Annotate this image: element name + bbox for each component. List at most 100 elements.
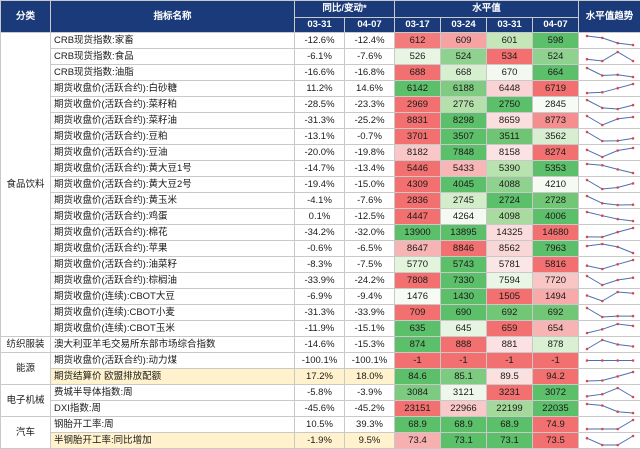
- indicator-name-cell: 期货收盘价(连续):CBOT玉米: [51, 321, 295, 337]
- level-cell: 3562: [533, 129, 579, 145]
- header-category[interactable]: 分类: [1, 1, 51, 33]
- level-cell: 22035: [533, 401, 579, 417]
- header-trend[interactable]: 水平值趋势: [579, 1, 640, 33]
- level-cell: 5770: [395, 257, 441, 273]
- level-cell: 1494: [533, 289, 579, 305]
- sparkline-path: [587, 292, 633, 301]
- sparkline-point: [616, 246, 619, 249]
- level-cell: 89.5: [487, 369, 533, 385]
- indicator-name-cell: DXI指数:周: [51, 401, 295, 417]
- sparkline-point: [632, 371, 635, 374]
- sparkline-point: [616, 87, 619, 90]
- yoy-cell: 18.0%: [345, 369, 395, 385]
- sparkline-point: [601, 328, 604, 331]
- trend-sparkline-cell: [579, 81, 640, 97]
- header-level-date[interactable]: 03-31: [487, 18, 533, 33]
- sparkline-point: [632, 203, 635, 206]
- header-level-group[interactable]: 水平值: [395, 1, 579, 18]
- sparkline-point: [601, 236, 604, 239]
- sparkline-point: [632, 252, 635, 255]
- sparkline-point: [616, 410, 619, 413]
- sparkline-point: [632, 419, 635, 422]
- header-yoy-date[interactable]: 03-31: [295, 18, 345, 33]
- level-cell: 2745: [441, 193, 487, 209]
- level-cell: 5433: [441, 161, 487, 177]
- level-cell: 7330: [441, 273, 487, 289]
- category-cell: 能源: [1, 353, 51, 385]
- trend-sparkline: [579, 145, 640, 160]
- level-cell: 692: [487, 305, 533, 321]
- level-cell: 8562: [487, 241, 533, 257]
- header-indicator[interactable]: 指标名称: [51, 1, 295, 33]
- yoy-cell: -19.8%: [345, 145, 395, 161]
- sparkline-path: [587, 372, 633, 381]
- level-cell: 4447: [395, 209, 441, 225]
- sparkline-path: [587, 164, 633, 173]
- trend-sparkline: [579, 129, 640, 144]
- sparkline-point: [586, 195, 589, 198]
- yoy-cell: -19.4%: [295, 177, 345, 193]
- header-level-date[interactable]: 03-24: [441, 18, 487, 33]
- sparkline-point: [632, 147, 635, 150]
- yoy-cell: -6.5%: [345, 241, 395, 257]
- category-cell: 电子机械: [1, 385, 51, 417]
- trend-sparkline: [579, 337, 640, 352]
- yoy-cell: -15.1%: [345, 321, 395, 337]
- sparkline-point: [586, 245, 589, 248]
- table-row[interactable]: 能源期货收盘价(活跃合约):动力煤-100.1%-100.1%-1-1-1-1: [1, 353, 640, 369]
- sparkline-point: [586, 264, 589, 267]
- trend-sparkline-cell: [579, 97, 640, 113]
- yoy-cell: -7.6%: [345, 193, 395, 209]
- sparkline-point: [586, 211, 589, 214]
- sparkline-point: [632, 220, 635, 223]
- category-cell: 食品饮料: [1, 33, 51, 337]
- trend-sparkline: [579, 33, 640, 48]
- level-cell: 7848: [441, 145, 487, 161]
- sparkline-point: [601, 393, 604, 396]
- header-yoy-date[interactable]: 04-07: [345, 18, 395, 33]
- level-cell: 524: [533, 49, 579, 65]
- level-cell: 94.2: [533, 369, 579, 385]
- trend-sparkline: [579, 289, 640, 304]
- header-level-date[interactable]: 03-17: [395, 18, 441, 33]
- sparkline-point: [616, 140, 619, 143]
- yoy-cell: -13.1%: [295, 129, 345, 145]
- level-cell: 5743: [441, 257, 487, 273]
- yoy-cell: -4.1%: [295, 193, 345, 209]
- level-cell: 4045: [441, 177, 487, 193]
- level-cell: 4309: [395, 177, 441, 193]
- sparkline-point: [586, 149, 589, 152]
- header-yoy-group[interactable]: 同比/变动*: [295, 1, 395, 18]
- sparkline-point: [601, 156, 604, 159]
- yoy-cell: -33.9%: [345, 305, 395, 321]
- yoy-cell: -1.9%: [295, 433, 345, 449]
- header-level-date[interactable]: 04-07: [533, 18, 579, 33]
- level-cell: 85.1: [441, 369, 487, 385]
- yoy-cell: 11.2%: [295, 81, 345, 97]
- level-cell: 3072: [533, 385, 579, 401]
